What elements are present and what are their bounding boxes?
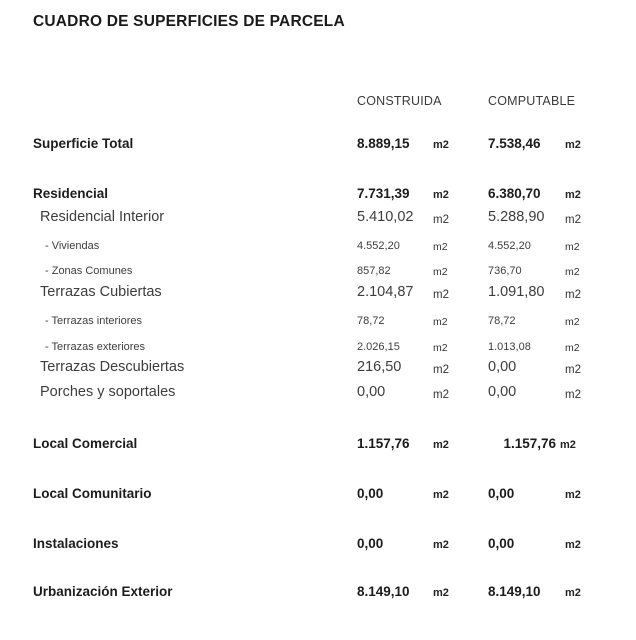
computable-unit: m2 [565,316,580,328]
table-row-viviendas: - Viviendas 4.552,20 m2 4.552,20 m2 [0,237,636,256]
computable-value: 5.288,90 [488,209,545,225]
construida-value: 4.552,20 [357,240,400,252]
construida-value: 7.731,39 [357,186,410,201]
table-row-terrazas-descubiertas: Terrazas Descubiertas 216,50 m2 0,00 m2 [0,358,636,377]
construida-value: 5.410,02 [357,209,414,225]
construida-unit: m2 [433,289,449,301]
construida-value: 0,00 [357,384,386,400]
table-row-local-comunitario: Local Comunitario 0,00 m2 0,00 m2 [0,484,636,503]
computable-unit: m2 [565,539,581,551]
computable-value: 0,00 [488,486,515,501]
row-label: - Terrazas exteriores [45,341,146,353]
computable-value: 0,00 [488,536,515,551]
table-row-residencial-interior: Residencial Interior 5.410,02 m2 5.288,9… [0,208,636,227]
column-headers: CONSTRUIDA COMPUTABLE [0,92,636,110]
construida-value: 857,82 [357,265,391,277]
construida-value: 8.889,15 [357,136,410,151]
table-row-urbanizacion-exterior: Urbanización Exterior 8.149,10 m2 8.149,… [0,582,636,601]
row-label: Terrazas Cubiertas [40,284,162,300]
table-row-instalaciones: Instalaciones 0,00 m2 0,00 m2 [0,534,636,553]
table-row-terrazas-interiores: - Terrazas interiores 78,72 m2 78,72 m2 [0,312,636,331]
computable-value: 1.157,76 [503,436,556,451]
construida-value: 2.026,15 [357,341,400,353]
row-label: Residencial Interior [40,209,165,225]
computable-value: 78,72 [488,315,516,327]
construida-unit: m2 [433,439,449,451]
computable-unit: m2 [565,189,581,201]
page-title: CUADRO DE SUPERFICIES DE PARCELA [33,13,345,30]
computable-unit: m2 [565,139,581,151]
construida-unit: m2 [433,241,448,253]
row-label: Local Comunitario [33,486,152,501]
computable-unit: m2 [565,266,580,278]
table-row-zonas-comunes: - Zonas Comunes 857,82 m2 736,70 m2 [0,262,636,281]
row-label: Porches y soportales [40,384,176,400]
column-header-computable: COMPUTABLE [488,94,576,108]
table-row-local-comercial: Local Comercial 1.157,76 m2 1.157,76 m2 [0,434,636,453]
construida-value: 2.104,87 [357,284,414,300]
construida-unit: m2 [433,316,448,328]
construida-unit: m2 [433,389,449,401]
construida-unit: m2 [433,364,449,376]
computable-value: 4.552,20 [488,240,531,252]
row-label: Superficie Total [33,136,134,151]
table-row-terrazas-exteriores: - Terrazas exteriores 2.026,15 m2 1.013,… [0,338,636,357]
row-label: Residencial [33,186,109,201]
column-header-construida: CONSTRUIDA [357,94,442,108]
computable-value: 8.149,10 [488,584,541,599]
computable-value: 736,70 [488,265,522,277]
construida-unit: m2 [433,489,449,501]
computable-unit: m2 [565,214,581,226]
computable-value: 1.091,80 [488,284,545,300]
computable-unit: m2 [565,241,580,253]
computable-unit: m2 [565,289,581,301]
construida-unit: m2 [433,587,449,599]
table-row-porches-soportales: Porches y soportales 0,00 m2 0,00 m2 [0,383,636,402]
computable-value: 6.380,70 [488,186,541,201]
construida-unit: m2 [433,266,448,278]
construida-value: 1.157,76 [357,436,410,451]
computable-value: 0,00 [488,384,517,400]
row-label: Instalaciones [33,536,119,551]
construida-value: 0,00 [357,486,384,501]
construida-value: 78,72 [357,315,385,327]
row-label: - Viviendas [45,240,100,252]
construida-unit: m2 [433,214,449,226]
row-label: - Zonas Comunes [45,265,133,277]
table-row-residencial: Residencial 7.731,39 m2 6.380,70 m2 [0,184,636,203]
computable-unit: m2 [565,342,580,354]
computable-value: 1.013,08 [488,341,531,353]
row-label: Local Comercial [33,436,138,451]
row-label: - Terrazas interiores [45,315,142,327]
computable-unit: m2 [565,364,581,376]
construida-unit: m2 [433,139,449,151]
computable-value: 0,00 [488,359,517,375]
table-row-terrazas-cubiertas: Terrazas Cubiertas 2.104,87 m2 1.091,80 … [0,283,636,302]
construida-value: 8.149,10 [357,584,410,599]
table-row-superficie-total: Superficie Total 8.889,15 m2 7.538,46 m2 [0,134,636,153]
construida-unit: m2 [433,342,448,354]
row-label: Terrazas Descubiertas [40,359,185,375]
construida-unit: m2 [433,189,449,201]
construida-value: 216,50 [357,359,402,375]
computable-unit: m2 [560,439,576,451]
computable-value: 7.538,46 [488,136,541,151]
computable-unit: m2 [565,587,581,599]
row-label: Urbanización Exterior [33,584,173,599]
computable-unit: m2 [565,489,581,501]
computable-unit: m2 [565,389,581,401]
construida-value: 0,00 [357,536,384,551]
construida-unit: m2 [433,539,449,551]
